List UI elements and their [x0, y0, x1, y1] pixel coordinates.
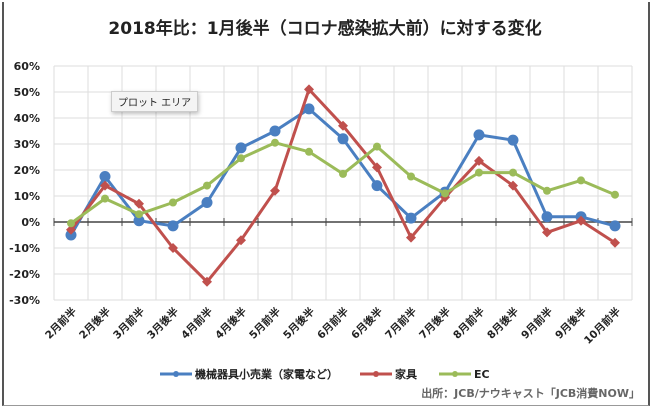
- data-point: [371, 180, 383, 192]
- data-point: [542, 227, 552, 238]
- y-tick-label: 10%: [14, 190, 40, 203]
- data-point: [135, 210, 143, 219]
- plot-area-tooltip: プロット エリア: [111, 91, 199, 112]
- data-point: [577, 176, 585, 185]
- data-point: [610, 237, 620, 248]
- data-point: [407, 172, 415, 181]
- data-point: [609, 220, 621, 232]
- x-tick-label: 8月後半: [484, 305, 521, 342]
- data-point: [237, 154, 245, 163]
- y-tick-label: -30%: [9, 294, 40, 307]
- data-point: [66, 224, 76, 235]
- data-point: [507, 134, 519, 146]
- data-point: [271, 138, 279, 147]
- data-point: [65, 229, 77, 241]
- data-point: [101, 194, 109, 203]
- legend-item: 家具: [360, 366, 417, 382]
- data-point: [441, 189, 449, 198]
- legend-swatch: [439, 371, 471, 377]
- legend-swatch: [360, 371, 392, 377]
- data-point: [474, 155, 484, 166]
- data-point: [475, 168, 483, 177]
- legend: 機械器具小売業（家電など） 家具 EC: [160, 366, 490, 382]
- data-point: [133, 215, 145, 227]
- data-point: [201, 197, 213, 208]
- chart-title: 2018年比：1月後半（コロナ感染拡大前）に対する変化: [108, 19, 542, 39]
- y-tick-label: -20%: [9, 268, 40, 281]
- data-point: [543, 186, 551, 195]
- x-tick-label: 9月前半: [518, 305, 555, 342]
- data-point: [508, 180, 518, 191]
- data-point: [509, 168, 517, 177]
- x-tick-label: 7月前半: [382, 305, 419, 342]
- source-note: 出所：JCB/ナウキャスト「JCB消費NOW」: [421, 387, 640, 400]
- data-point: [405, 212, 417, 224]
- legend-item: 機械器具小売業（家電など）: [160, 366, 338, 382]
- data-point: [303, 103, 315, 115]
- data-point: [169, 198, 177, 207]
- legend-label: 家具: [395, 368, 417, 381]
- legend-swatch: [160, 371, 192, 377]
- data-point: [99, 171, 111, 182]
- y-tick-label: 40%: [14, 112, 40, 125]
- x-tick-label: 8月前半: [450, 305, 487, 342]
- y-tick-label: -10%: [9, 242, 40, 255]
- data-point: [611, 190, 619, 199]
- x-tick-label: 4月後半: [212, 305, 249, 342]
- x-tick-label: 6月前半: [314, 305, 351, 342]
- data-point: [541, 211, 553, 223]
- data-point: [202, 276, 212, 287]
- x-tick-label: 5月後半: [280, 305, 317, 342]
- data-point: [337, 133, 349, 145]
- x-tick-label: 5月前半: [246, 305, 283, 342]
- y-tick-label: 20%: [14, 164, 40, 177]
- data-point: [100, 180, 110, 191]
- data-point: [269, 125, 281, 137]
- data-point: [168, 243, 178, 253]
- x-tick-label: 10月前半: [581, 305, 623, 347]
- legend-label: 機械器具小売業（家電など）: [195, 368, 338, 381]
- data-point: [305, 147, 313, 156]
- data-point: [167, 220, 179, 232]
- legend-label: EC: [474, 367, 490, 381]
- data-point: [406, 232, 416, 243]
- x-tick-label: 3月前半: [110, 305, 147, 342]
- data-point: [235, 142, 247, 154]
- data-point: [203, 181, 211, 190]
- data-point: [373, 142, 381, 151]
- y-tick-label: 50%: [14, 86, 40, 99]
- data-point: [338, 120, 348, 131]
- y-tick-label: 60%: [14, 60, 40, 73]
- x-tick-label: 4月前半: [178, 305, 215, 342]
- x-tick-label: 6月後半: [348, 305, 385, 342]
- data-point: [372, 162, 382, 173]
- y-tick-label: 30%: [14, 138, 40, 151]
- x-tick-label: 2月後半: [76, 305, 113, 342]
- data-point: [270, 185, 280, 196]
- x-tick-label: 2月前半: [42, 305, 79, 342]
- x-tick-label: 7月後半: [416, 305, 453, 342]
- data-point: [236, 235, 246, 246]
- data-point: [67, 219, 75, 228]
- data-point: [339, 169, 347, 178]
- y-tick-label: 0%: [21, 216, 40, 229]
- x-tick-label: 3月後半: [144, 305, 181, 342]
- data-point: [473, 129, 485, 141]
- data-point: [304, 84, 314, 95]
- data-point: [576, 215, 586, 226]
- data-point: [134, 198, 144, 209]
- legend-item: EC: [439, 366, 490, 382]
